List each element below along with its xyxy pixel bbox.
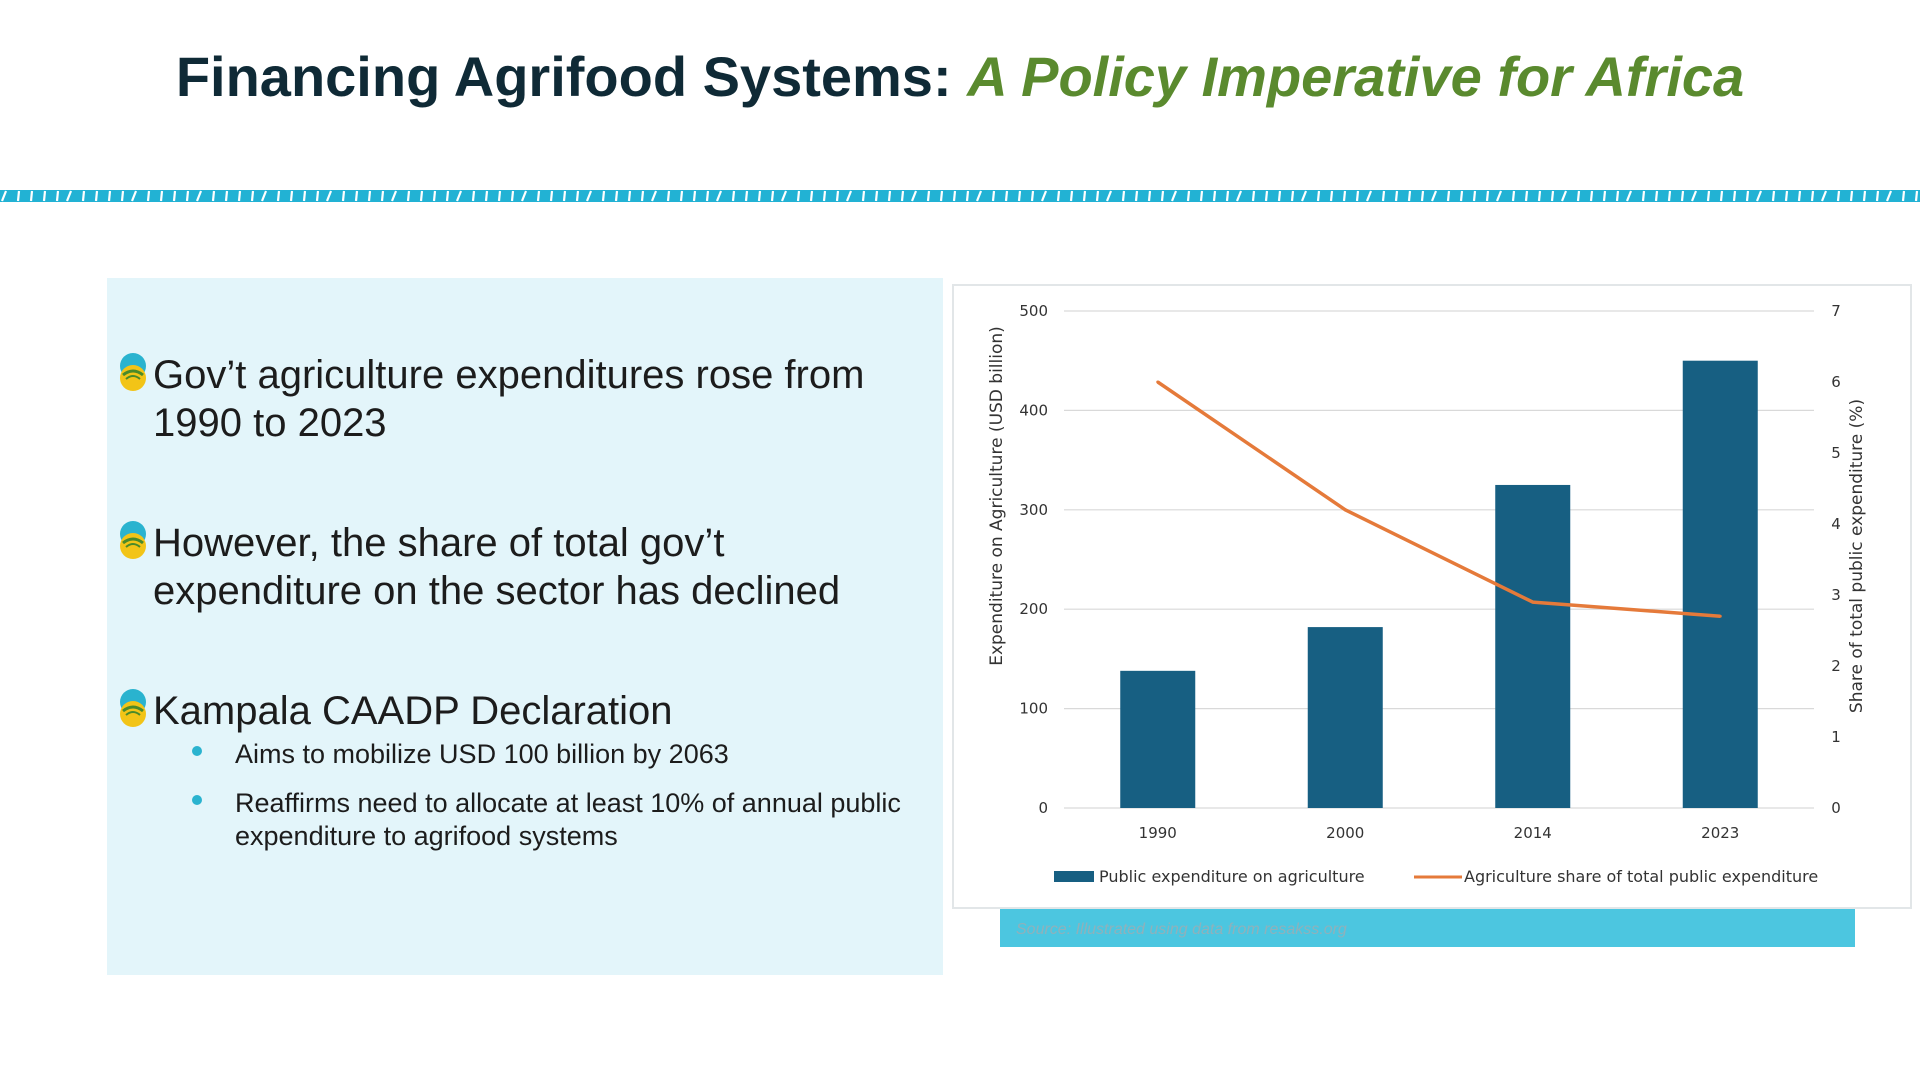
bar xyxy=(1682,360,1758,808)
y-tick-label: 300 xyxy=(1019,501,1048,519)
leaf-sun-icon xyxy=(120,689,146,727)
line-point xyxy=(1343,508,1347,512)
summary-panel: Gov’t agriculture expenditures rose from… xyxy=(107,278,943,975)
expenditure-chart: 0 100 200 300 400 500 0 1 2 3 4 5 6 7 1990 2000 2014 2023… xyxy=(987,302,1867,886)
y2-tick-label: 4 xyxy=(1831,515,1841,533)
bar xyxy=(1120,670,1196,808)
dot-icon xyxy=(192,795,202,805)
line-point xyxy=(1531,600,1535,604)
bullet-text: Kampala CAADP Declaration xyxy=(153,689,673,733)
bar xyxy=(1307,627,1383,808)
y2-tick-label: 1 xyxy=(1831,728,1841,746)
y-axis-title: Expenditure on Agriculture (USD billion) xyxy=(987,326,1007,666)
bullet-share-declined: However, the share of total gov’t expend… xyxy=(117,519,913,615)
list-item: Aims to mobilize USD 100 billion by 2063 xyxy=(192,738,932,771)
decorative-pattern-band xyxy=(0,190,1920,202)
y-tick-label: 400 xyxy=(1019,401,1048,419)
bullet-text: However, the share of total gov’t expend… xyxy=(153,521,841,613)
y-tick-label: 0 xyxy=(1038,799,1048,817)
title-accent: A Policy Imperative for Africa xyxy=(967,45,1745,108)
y2-tick-label: 5 xyxy=(1831,444,1841,462)
chart-line xyxy=(1156,380,1722,619)
sub-item-text: Reaffirms need to allocate at least 10% … xyxy=(235,788,901,851)
legend-label-line: Agriculture share of total public expend… xyxy=(1464,867,1818,886)
legend-swatch-bar xyxy=(1054,871,1094,882)
y2-axis-title: Share of total public expenditure (%) xyxy=(1847,399,1867,713)
bullet-text: Gov’t agriculture expenditures rose from… xyxy=(153,353,865,445)
page-title: Financing Agrifood Systems: A Policy Imp… xyxy=(0,44,1920,109)
leaf-sun-icon xyxy=(120,521,146,559)
series-line xyxy=(1156,380,1721,619)
chart-bars xyxy=(1120,360,1758,808)
chart-ticks: 0 100 200 300 400 500 0 1 2 3 4 5 6 7 1990 2000 2014 2023 xyxy=(1019,302,1840,842)
list-item: Reaffirms need to allocate at least 10% … xyxy=(192,787,932,853)
x-tick-label: 2023 xyxy=(1701,824,1739,842)
chart-frame: 0 100 200 300 400 500 0 1 2 3 4 5 6 7 1990 2000 2014 2023… xyxy=(952,284,1912,909)
source-text: Source: Illustrated using data from resa… xyxy=(1016,921,1347,938)
source-bar: Source: Illustrated using data from resa… xyxy=(1000,909,1855,947)
line-point xyxy=(1718,614,1722,618)
title-main: Financing Agrifood Systems: xyxy=(175,45,952,108)
caadp-sub-list: Aims to mobilize USD 100 billion by 2063… xyxy=(192,738,932,869)
leaf-sun-icon xyxy=(120,353,146,391)
x-tick-label: 1990 xyxy=(1139,824,1177,842)
bar xyxy=(1495,484,1571,808)
y-tick-label: 100 xyxy=(1019,700,1048,718)
y2-tick-label: 7 xyxy=(1831,302,1841,320)
bullet-expenditure-rise: Gov’t agriculture expenditures rose from… xyxy=(117,351,873,447)
y2-tick-label: 0 xyxy=(1831,799,1841,817)
y-tick-label: 200 xyxy=(1019,600,1048,618)
legend-label-bar: Public expenditure on agriculture xyxy=(1099,867,1365,886)
x-tick-label: 2000 xyxy=(1326,824,1364,842)
sub-item-text: Aims to mobilize USD 100 billion by 2063 xyxy=(235,739,729,769)
y2-tick-label: 2 xyxy=(1831,657,1841,675)
y-tick-label: 500 xyxy=(1019,302,1048,320)
bullet-caadp-declaration: Kampala CAADP Declaration xyxy=(117,687,913,735)
dot-icon xyxy=(192,746,202,756)
y2-tick-label: 6 xyxy=(1831,373,1841,391)
chart-legend: Public expenditure on agriculture Agricu… xyxy=(1054,867,1818,886)
line-point xyxy=(1156,380,1160,384)
x-tick-label: 2014 xyxy=(1514,824,1552,842)
y2-tick-label: 3 xyxy=(1831,586,1841,604)
